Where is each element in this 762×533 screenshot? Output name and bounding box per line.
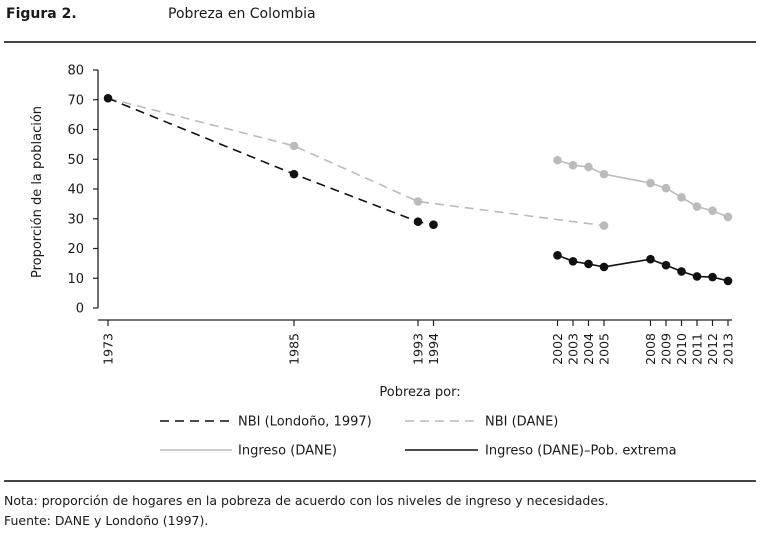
x-tick-label: 2013: [721, 333, 736, 365]
top-rule: [4, 41, 756, 43]
x-tick-label: 1985: [287, 333, 302, 365]
data-point: [584, 259, 593, 269]
x-axis: 1973 1985 1993 1994 2002 2003 2004 2005 2008 2009…: [98, 319, 736, 365]
data-point: [413, 197, 423, 206]
series-line: [107, 97, 434, 226]
chart-note: Nota: proporción de hogares en la pobrez…: [4, 493, 609, 508]
y-axis-label: Proporción de la población: [30, 106, 45, 278]
data-point: [692, 272, 702, 281]
data-point: [103, 93, 113, 103]
x-tick-label: 1994: [426, 333, 441, 365]
series-line: [107, 97, 605, 227]
legend-label: Ingreso (DANE): [238, 444, 337, 459]
data-point: [599, 262, 609, 272]
x-tick-label: 2003: [566, 333, 581, 365]
data-point: [553, 155, 562, 165]
data-point: [429, 220, 438, 229]
data-point: [568, 160, 578, 170]
data-point: [723, 212, 733, 222]
data-point: [413, 217, 423, 227]
data-point: [584, 162, 593, 172]
y-tick-label: 40: [67, 183, 84, 198]
y-tick-label: 80: [67, 64, 84, 79]
y-tick-label: 20: [67, 242, 84, 257]
y-tick-label: 70: [67, 93, 84, 108]
x-tick-label: 2011: [690, 333, 705, 365]
series-line: [557, 254, 729, 282]
data-point: [708, 272, 717, 282]
legend-title: Pobreza por:: [379, 385, 460, 400]
series-line: [557, 159, 729, 218]
y-tick-label: 50: [67, 153, 84, 168]
legend-label: NBI (DANE): [485, 415, 558, 430]
data-point: [568, 256, 578, 266]
data-point: [646, 254, 655, 264]
data-point: [646, 178, 655, 188]
legend: NBI (Londoño, 1997) NBI (DANE) Ingreso (DA…: [160, 415, 677, 459]
data-point: [289, 169, 299, 179]
data-point: [677, 193, 686, 202]
x-tick-label: 2010: [674, 333, 689, 365]
bottom-rule: [4, 480, 756, 482]
x-tick-label: 2012: [705, 333, 720, 365]
x-tick-label: 1973: [101, 333, 116, 365]
data-point: [708, 206, 717, 216]
data-point: [553, 251, 562, 260]
y-tick-label: 0: [76, 302, 84, 317]
x-tick-label: 2009: [659, 333, 674, 365]
data-point: [723, 276, 733, 286]
x-tick-label: 2008: [643, 333, 658, 365]
x-tick-label: 2002: [550, 333, 565, 365]
legend-label: Ingreso (DANE)–Pob. extrema: [485, 444, 677, 459]
y-tick-label: 30: [67, 212, 84, 227]
series-0: [103, 93, 438, 229]
legend-label: NBI (Londoño, 1997): [238, 415, 372, 430]
data-point: [677, 267, 686, 276]
y-tick-label: 60: [67, 123, 84, 138]
data-point: [599, 169, 609, 179]
data-point: [692, 202, 702, 211]
series-layer: [103, 93, 733, 286]
chart-source: Fuente: DANE y Londoño (1997).: [4, 513, 209, 528]
x-tick-label: 1993: [411, 333, 426, 365]
data-point: [661, 183, 671, 193]
figure-title: Pobreza en Colombia: [168, 6, 316, 22]
series-2: [553, 155, 733, 222]
series-1: [103, 93, 609, 230]
y-tick-label: 10: [67, 272, 84, 287]
x-tick-label: 2005: [597, 333, 612, 365]
figure-label: Figura 2.: [6, 6, 77, 22]
data-point: [599, 221, 609, 230]
data-point: [661, 260, 671, 270]
data-point: [289, 141, 299, 151]
y-axis: 0 10 20 30 40 50 60 70 80: [67, 64, 99, 317]
x-tick-label: 2004: [581, 333, 596, 365]
series-3: [553, 251, 733, 286]
